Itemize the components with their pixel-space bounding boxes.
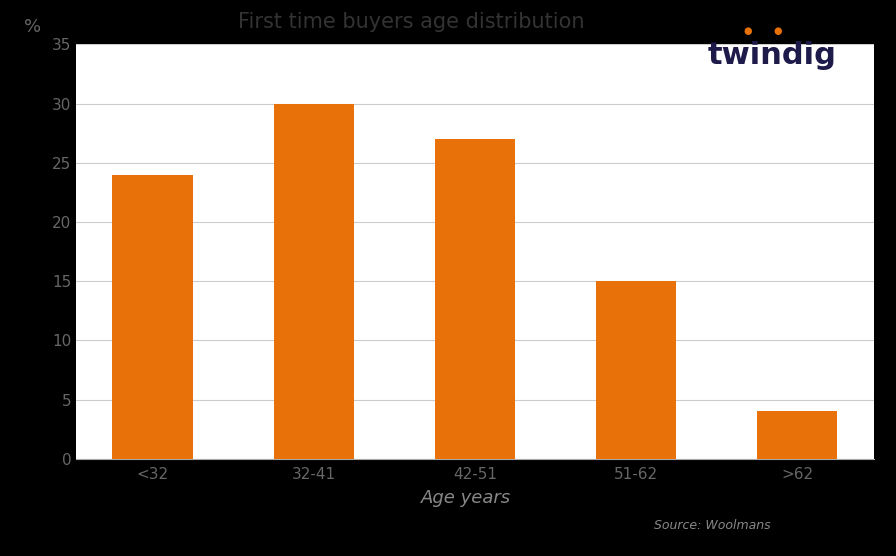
- Y-axis label: %: %: [23, 18, 41, 36]
- Text: twindig: twindig: [708, 41, 837, 70]
- Title: First time buyers age distribution: First time buyers age distribution: [237, 12, 584, 32]
- Bar: [757, 411, 838, 459]
- Text: ●: ●: [773, 26, 782, 36]
- Text: Source: Woolmans: Source: Woolmans: [654, 519, 771, 532]
- Text: Age years: Age years: [421, 489, 511, 507]
- Text: ●: ●: [743, 26, 752, 36]
- Bar: [112, 175, 193, 459]
- Bar: [273, 103, 354, 459]
- Bar: [435, 139, 515, 459]
- Bar: [596, 281, 676, 459]
